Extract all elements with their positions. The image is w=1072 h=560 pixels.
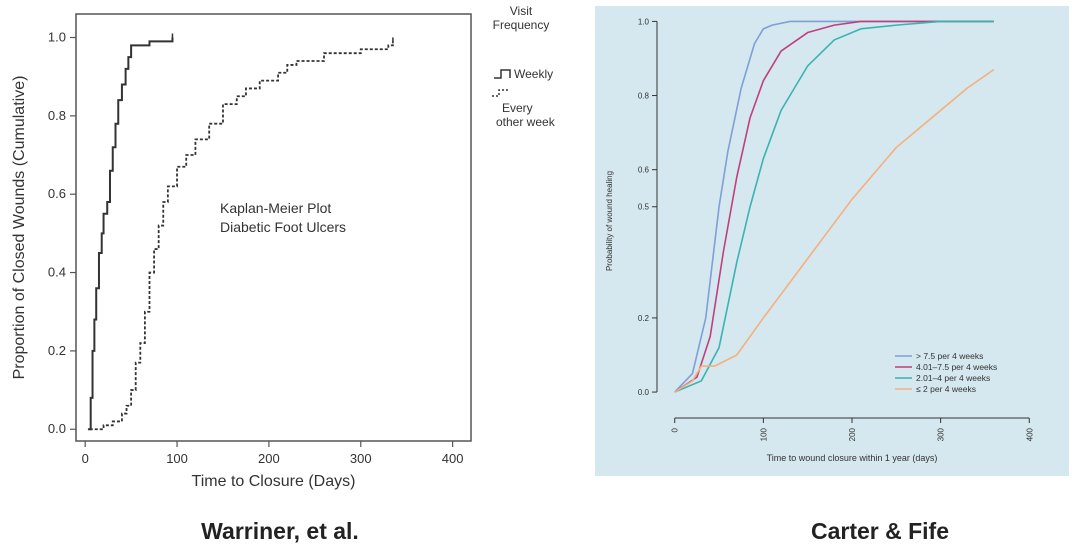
x-axis-label: Time to wound closure within 1 year (day…	[767, 453, 938, 463]
left-chart-svg: 0 100 200 300 400 0.0 0.2 0.4 0.6 0.8 1.0 Time to C…	[11, 4, 556, 490]
x-tick-label: 200	[258, 451, 280, 466]
x-tick-label: 300	[937, 427, 946, 441]
x-tick-label: 0	[671, 427, 680, 432]
legend-title: Visit	[510, 4, 533, 18]
legend-label: ≤ 2 per 4 weeks	[916, 384, 976, 394]
y-tick-label: 1.0	[638, 17, 650, 26]
caption-right: Carter & Fife	[810, 518, 950, 544]
legend-label: 2.01–4 per 4 weeks	[916, 373, 990, 383]
y-tick-label: 0.8	[638, 92, 650, 101]
y-tick-label: 0.0	[48, 421, 66, 436]
y-axis-label: Probability of wound healing	[605, 171, 614, 271]
y-tick-label: 0.6	[638, 166, 650, 175]
caption-left: Warriner, et al.	[201, 518, 359, 544]
annotation-line: Kaplan-Meier Plot	[220, 200, 331, 216]
x-tick-label: 400	[1025, 427, 1034, 441]
wound-healing-chart: 0.0 0.2 0.5 0.6 0.8 1.0 0 100 200 300 400 Time to w…	[595, 6, 1069, 476]
series-line-1	[89, 41, 394, 431]
legend-label: Weekly	[514, 67, 553, 81]
x-tick-label: 0	[82, 451, 89, 466]
legend-label: other week	[496, 115, 556, 129]
x-tick-label: 100	[759, 427, 768, 441]
series-line-0	[674, 20, 994, 393]
series-line-2	[674, 20, 994, 393]
x-tick-label: 100	[166, 451, 188, 466]
x-axis-label: Time to Closure (Days)	[192, 473, 356, 490]
right-chart-svg: 0.0 0.2 0.5 0.6 0.8 1.0 0 100 200 300 400 Time to w…	[605, 17, 1034, 463]
y-tick-label: 0.8	[48, 108, 66, 123]
legend-swatch-every-other-week	[492, 89, 508, 97]
plot-frame	[75, 13, 472, 442]
series-line-3	[674, 68, 995, 393]
legend-title: Frequency	[493, 18, 550, 32]
series-line-0	[87, 37, 174, 431]
annotation-line: Diabetic Foot Ulcers	[220, 219, 346, 235]
y-axis-label: Proportion of Closed Wounds (Cumulative)	[11, 76, 28, 380]
legend-label: Every	[502, 101, 533, 115]
y-tick-label: 0.0	[638, 388, 650, 397]
series-line-1	[674, 20, 994, 393]
kaplan-meier-chart: 0 100 200 300 400 0.0 0.2 0.4 0.6 0.8 1.0 Time to C…	[0, 0, 570, 505]
y-tick-label: 0.5	[638, 203, 650, 212]
legend-label: 4.01–7.5 per 4 weeks	[916, 362, 997, 372]
y-tick-label: 0.6	[48, 186, 66, 201]
x-tick-label: 200	[848, 427, 857, 441]
x-tick-label: 300	[350, 451, 372, 466]
legend-label: > 7.5 per 4 weeks	[916, 351, 983, 361]
y-tick-label: 1.0	[48, 30, 66, 45]
y-tick-label: 0.4	[48, 265, 66, 280]
y-tick-label: 0.2	[638, 314, 650, 323]
y-tick-label: 0.2	[48, 343, 66, 358]
legend-swatch-weekly	[494, 69, 511, 79]
x-tick-label: 400	[442, 451, 464, 466]
